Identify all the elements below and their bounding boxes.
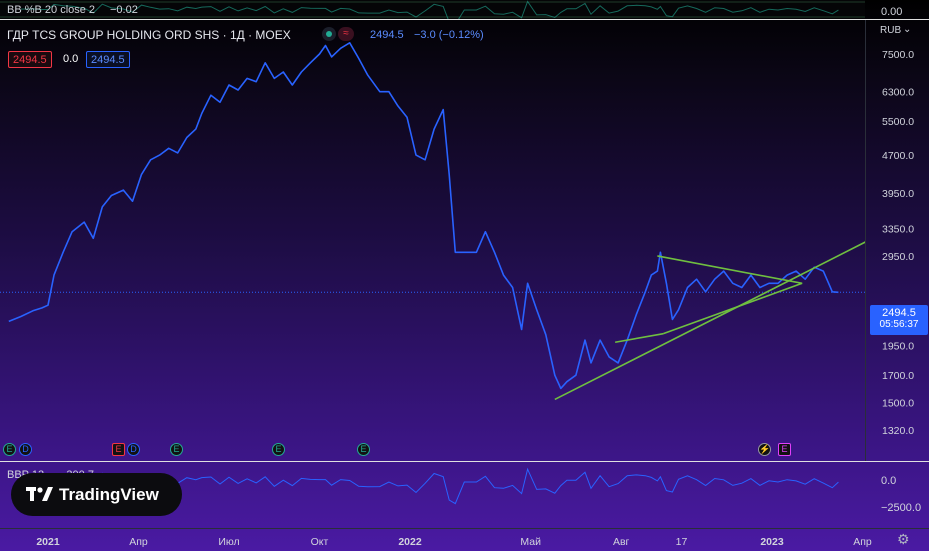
top-indicator-value: −0.02 (110, 4, 138, 16)
price-axis-tick: 1700.0 (882, 370, 914, 382)
top-indicator-pane: BB %B 20 close 2 −0.02 (0, 0, 865, 19)
tradingview-logo-mark (26, 487, 53, 501)
ohlc-badge-right: 2494.5 (86, 51, 130, 68)
split-event-icon[interactable]: ⚡ (758, 443, 771, 456)
time-axis-tick: 2023 (760, 536, 784, 548)
currency-selector[interactable]: RUB (880, 25, 902, 36)
header-change: −3.0 (−0.12%) (414, 29, 484, 41)
time-axis-tick: 2022 (398, 536, 422, 548)
trend-line-1[interactable] (554, 222, 865, 401)
bar-countdown: 05:56:37 (879, 319, 919, 330)
time-axis-tick: Апр (853, 536, 872, 548)
data-delay-icon[interactable]: ≈ (338, 27, 354, 41)
price-axis[interactable]: 7500.0 6300.0 5500.0 4700.0 3950.0 3350.0 2950… (865, 20, 929, 461)
symbol-title[interactable]: ГДР TCS GROUP HOLDING ORD SHS · 1Д · MOE… (7, 28, 291, 42)
top-axis-value: 0.00 (881, 6, 903, 18)
time-axis-tick: Окт (311, 536, 329, 548)
price-axis-tick: 2950.0 (882, 251, 914, 263)
earnings-event-icon[interactable]: E (170, 443, 183, 456)
dividend-event-icon[interactable]: D (19, 443, 32, 456)
bottom-axis-bottom: −2500.0 (881, 502, 922, 514)
time-axis-tick: 17 (676, 536, 688, 548)
price-axis-tick: 5500.0 (882, 116, 914, 128)
dividend-event-icon[interactable]: D (127, 443, 140, 456)
price-axis-tick: 7500.0 (882, 49, 914, 61)
price-axis-tick: 3950.0 (882, 188, 914, 200)
top-indicator-wave (0, 0, 865, 19)
earnings-event-icon[interactable]: E (112, 443, 125, 456)
earnings-event-icon[interactable]: E (778, 443, 791, 456)
pane-separator-top[interactable] (0, 19, 929, 20)
price-axis-tick: 3350.0 (882, 223, 914, 235)
price-axis-tick: 1500.0 (882, 397, 914, 409)
price-axis-tick: 1320.0 (882, 425, 914, 437)
tradingview-logo-text: TradingView (59, 485, 159, 504)
pane-separator-bottom[interactable] (0, 461, 929, 462)
earnings-event-icon[interactable]: E (3, 443, 16, 456)
last-price-label: 2494.5 05:56:37 (870, 305, 928, 335)
tradingview-logo[interactable]: TradingView (11, 473, 182, 516)
time-axis-tick: Июл (218, 536, 239, 548)
ohlc-badge-middle: 0.0 (63, 53, 79, 65)
settings-gear-icon[interactable]: ⚙ (897, 531, 910, 547)
trend-line-4[interactable] (614, 332, 664, 344)
price-axis-tick: 6300.0 (882, 87, 914, 99)
last-price-value: 2494.5 (882, 307, 916, 319)
trend-line-3[interactable] (663, 282, 803, 335)
earnings-event-icon[interactable]: E (357, 443, 370, 456)
time-axis-tick: Май (520, 536, 541, 548)
price-axis-tick: 1950.0 (882, 341, 914, 353)
chevron-down-icon[interactable]: ⌄ (903, 24, 912, 35)
bottom-axis-top: 0.0 (881, 475, 897, 487)
earnings-event-icon[interactable]: E (272, 443, 285, 456)
market-status-icon[interactable] (322, 27, 336, 41)
time-axis-tick: Апр (129, 536, 148, 548)
time-axis-tick: 2021 (36, 536, 60, 548)
time-axis[interactable]: 2021 Апр Июл Окт 2022 Май Авг 17 2023 Апр (0, 528, 929, 551)
time-axis-tick: Авг (613, 536, 630, 548)
price-line-series[interactable] (8, 41, 839, 390)
trend-line-2[interactable] (657, 255, 803, 285)
header-price: 2494.5 (370, 29, 404, 41)
main-price-chart[interactable] (0, 20, 865, 461)
price-axis-tick: 4700.0 (882, 150, 914, 162)
ohlc-badge-left: 2494.5 (8, 51, 52, 68)
top-indicator-label[interactable]: BB %B 20 close 2 (7, 4, 96, 16)
